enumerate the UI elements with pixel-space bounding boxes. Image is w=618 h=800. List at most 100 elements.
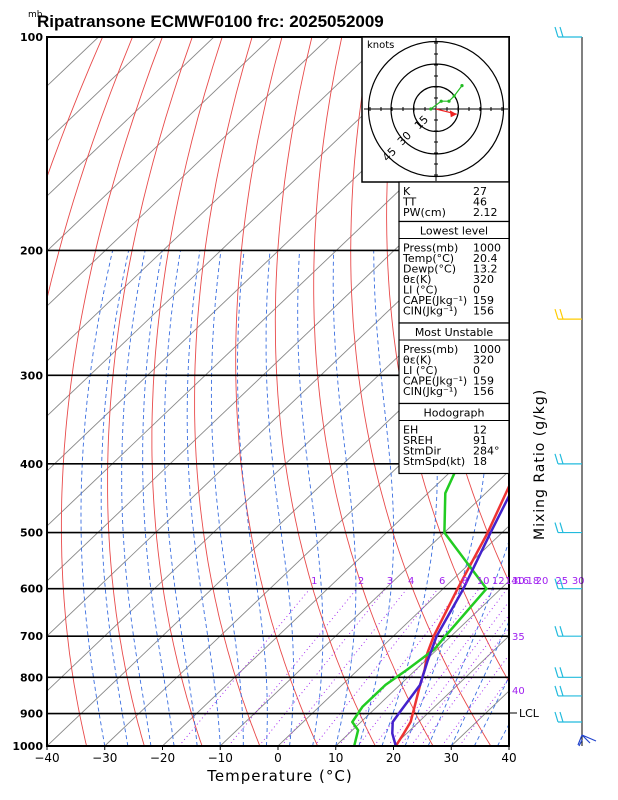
most-unstable-row-value: 159: [473, 375, 494, 388]
wind-barb-flag: [559, 26, 564, 38]
lowest-level-row-key: LI (°C): [403, 284, 438, 297]
y-tick-label: 800: [20, 671, 43, 684]
isotherm-line: [47, 250, 509, 692]
mixing-ratio-line: [459, 677, 509, 746]
wind-barb-flag: [559, 578, 564, 589]
most-unstable-row-value: 1000: [473, 343, 501, 356]
mixing-ratio-label: 25: [555, 576, 568, 587]
lowest-level-row-value: 0: [473, 284, 480, 297]
lowest-level-row-value: 13.2: [473, 263, 498, 276]
hodograph-stats-row-key: SREH: [403, 434, 433, 447]
isotherm-line: [335, 580, 509, 746]
isotherm-line: [219, 470, 509, 746]
wind-barb-flag: [554, 626, 559, 637]
storm-motion-arrowhead: [449, 110, 457, 118]
moist-adiabat-line: [121, 250, 152, 746]
wind-barb-flag: [559, 522, 564, 533]
wind-barb-flag: [559, 308, 564, 320]
lowest-level-row-key: Dewp(°C): [403, 263, 456, 276]
wind-barb-flag: [559, 453, 564, 465]
wind-barb-flag: [554, 711, 559, 723]
x-tick-label: −20: [150, 751, 175, 765]
index-row-value: 46: [473, 196, 487, 209]
y-tick-label: 500: [20, 527, 43, 540]
mixing-ratio-line: [420, 626, 509, 746]
isotherm-line: [567, 37, 618, 746]
most-unstable-row-value: 156: [473, 385, 494, 398]
moist-adiabat-line: [142, 250, 175, 746]
isotherm-line: [277, 525, 509, 746]
wind-barb-flag: [554, 685, 559, 697]
y-tick-label: 400: [20, 458, 43, 471]
dry-adiabat-label: 40: [512, 686, 525, 697]
dry-adiabat-line: [235, 37, 319, 746]
mixing-ratio-line: [338, 588, 462, 746]
y-tick-label: 200: [20, 244, 43, 257]
moist-adiabat-line: [358, 250, 395, 746]
wind-barb-flag: [554, 453, 559, 465]
dry-adiabat-label: 30: [512, 576, 525, 587]
moist-adiabat-line: [473, 676, 509, 746]
isotherm-line: [47, 37, 388, 362]
hodograph-stats-row-key: StmDir: [403, 445, 442, 458]
x-tick-label: 10: [328, 751, 343, 765]
moist-adiabat-line: [497, 723, 509, 746]
hodograph-stats-box: [398, 402, 510, 475]
surface-wind-barb: [577, 734, 597, 747]
wind-barb-flag: [554, 667, 559, 678]
dry-adiabat-line: [581, 37, 618, 746]
isotherm-line: [47, 195, 509, 637]
isotherm-line: [47, 37, 215, 197]
mixing-ratio-label: 6: [439, 576, 445, 587]
moist-adiabat-line: [237, 250, 268, 746]
dry-adiabat-line: [60, 37, 163, 746]
lowest-level-row-key: θε(K): [403, 273, 431, 286]
x-tick-label: −10: [208, 751, 233, 765]
dry-adiabat-line: [350, 37, 492, 746]
lowest-level-row-value: 1000: [473, 242, 501, 255]
most-unstable-row-key: Press(mb): [403, 343, 458, 356]
dry-adiabat-label: 35: [512, 632, 525, 643]
lowest-level-row-key: Temp(°C): [402, 252, 454, 265]
y-tick-label: 1000: [12, 740, 43, 753]
moist-adiabat-line: [332, 250, 357, 746]
unit-mb-label: mb: [28, 10, 43, 20]
mixing-ratio-line: [258, 588, 387, 746]
dry-adiabat-line: [194, 37, 261, 746]
wind-barb-flag: [559, 626, 564, 637]
x-axis-label: Temperature (°C): [206, 767, 352, 785]
lowest-level-row-key: CAPE(Jkg⁻¹): [403, 294, 467, 307]
x-tick-label: 40: [501, 751, 516, 765]
stats-box-indices: [398, 181, 510, 223]
wind-barb-flag: [554, 522, 559, 533]
wind-barb-flag: [554, 308, 559, 320]
dry-adiabat-line: [274, 37, 376, 746]
mixing-ratio-label: 16: [516, 576, 529, 587]
most-unstable-header: Most Unstable: [415, 326, 494, 339]
dry-adiabat-line: [107, 37, 193, 746]
mixing-ratio-label: 12: [492, 576, 505, 587]
hodograph-stats-row-key: StmSpd(kt): [403, 455, 465, 468]
index-row-key: K: [403, 185, 411, 198]
hodograph-units-label: knots: [367, 40, 394, 51]
moist-adiabat-line: [210, 250, 244, 746]
x-tick-label: −40: [34, 751, 59, 765]
most-unstable-box: [398, 322, 510, 405]
wind-barb-column: [554, 26, 597, 747]
mixing-ratio-label: 1: [311, 576, 317, 587]
dry-adiabat-line: [551, 37, 618, 746]
dry-adiabat-line: [313, 37, 434, 746]
mixing-ratio-line: [410, 614, 509, 746]
mixing-ratio-label: 2: [358, 576, 364, 587]
x-tick-label: −30: [92, 751, 117, 765]
parcel-profile: [391, 493, 509, 746]
y-tick-label: 300: [20, 369, 43, 382]
y-tick-label: 600: [20, 583, 43, 596]
isotherm-line: [47, 37, 99, 87]
mixing-ratio-label: 3: [387, 576, 393, 587]
mixing-ratio-label: 18: [526, 576, 539, 587]
moist-adiabat-line: [80, 250, 114, 746]
mixing-ratio-line: [387, 588, 508, 746]
moist-adiabat-line: [163, 250, 198, 746]
